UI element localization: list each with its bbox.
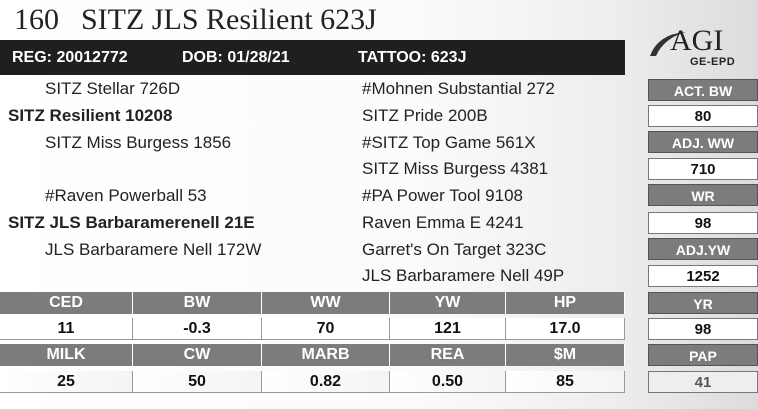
adj-ww-label: ADJ. WW bbox=[648, 131, 758, 153]
epd-value-yw: 121 bbox=[390, 318, 506, 340]
logo-swoosh-icon bbox=[650, 32, 686, 56]
sire-sire: SITZ Stellar 726D bbox=[45, 79, 181, 98]
epd-label-rea: REA bbox=[390, 344, 506, 366]
sire: SITZ Resilient 10208 bbox=[8, 106, 173, 125]
birth-date: DOB: 01/28/21 bbox=[182, 49, 290, 66]
epd-label-ced: CED bbox=[0, 292, 133, 314]
act-bw-value: 80 bbox=[648, 105, 758, 127]
epd-value-rea: 0.50 bbox=[390, 371, 506, 393]
epd-value-row-1: 11 -0.3 70 121 17.0 bbox=[0, 318, 625, 340]
logo-subtext: GE-EPD bbox=[690, 56, 736, 68]
adj-yw-label: ADJ.YW bbox=[648, 238, 758, 260]
epd-label-m: $M bbox=[506, 344, 625, 366]
registration-bar: REG: 20012772 DOB: 01/28/21 TATTOO: 623J bbox=[0, 40, 625, 75]
adj-yw-value: 1252 bbox=[648, 265, 758, 287]
dam-dam: JLS Barbaramere Nell 172W bbox=[45, 240, 262, 259]
epd-value-row-2: 25 50 0.82 0.50 85 bbox=[0, 371, 625, 393]
epd-label-yw: YW bbox=[390, 292, 506, 314]
epd-value-m: 85 bbox=[506, 371, 625, 393]
epd-label-ww: WW bbox=[262, 292, 390, 314]
epd-label-hp: HP bbox=[506, 292, 625, 314]
yr-label: YR bbox=[648, 292, 758, 314]
lot-title: 160 SITZ JLS Resilient 623J bbox=[14, 0, 377, 40]
dam: SITZ JLS Barbaramerenell 21E bbox=[8, 213, 255, 232]
sire-dam-dam: SITZ Miss Burgess 4381 bbox=[362, 159, 549, 178]
animal-name: SITZ JLS Resilient 623J bbox=[81, 3, 377, 36]
reg-number: REG: 20012772 bbox=[12, 49, 128, 66]
epd-value-marb: 0.82 bbox=[262, 371, 390, 393]
dam-sire-dam: Raven Emma E 4241 bbox=[362, 213, 524, 232]
dam-dam-dam: JLS Barbaramere Nell 49P bbox=[362, 266, 565, 285]
agi-logo: AGI GE-EPD bbox=[648, 24, 758, 72]
lot-number: 160 bbox=[14, 3, 59, 36]
epd-value-milk: 25 bbox=[0, 371, 133, 393]
epd-value-cw: 50 bbox=[133, 371, 262, 393]
pap-label: PAP bbox=[648, 344, 758, 366]
adj-ww-value: 710 bbox=[648, 158, 758, 180]
dam-dam-sire: Garret's On Target 323C bbox=[362, 240, 547, 259]
sire-dam-sire: #SITZ Top Game 561X bbox=[362, 133, 536, 152]
sire-sire-sire: #Mohnen Substantial 272 bbox=[362, 79, 555, 98]
sire-sire-dam: SITZ Pride 200B bbox=[362, 106, 488, 125]
epd-value-hp: 17.0 bbox=[506, 318, 625, 340]
epd-value-bw: -0.3 bbox=[133, 318, 262, 340]
pap-value: 41 bbox=[648, 371, 758, 393]
yr-value: 98 bbox=[648, 318, 758, 340]
epd-value-ww: 70 bbox=[262, 318, 390, 340]
epd-header-row-2: MILK CW MARB REA $M bbox=[0, 344, 625, 366]
epd-label-milk: MILK bbox=[0, 344, 133, 366]
epd-value-ced: 11 bbox=[0, 318, 133, 340]
logo-text: AGI bbox=[670, 24, 724, 57]
sire-dam: SITZ Miss Burgess 1856 bbox=[45, 133, 232, 152]
tattoo: TATTOO: 623J bbox=[358, 49, 467, 66]
epd-label-cw: CW bbox=[133, 344, 262, 366]
dam-sire: #Raven Powerball 53 bbox=[45, 186, 207, 205]
epd-label-bw: BW bbox=[133, 292, 262, 314]
wr-value: 98 bbox=[648, 212, 758, 234]
wr-label: WR bbox=[648, 184, 758, 206]
dam-sire-sire: #PA Power Tool 9108 bbox=[362, 186, 523, 205]
epd-header-row-1: CED BW WW YW HP bbox=[0, 292, 625, 314]
act-bw-label: ACT. BW bbox=[648, 79, 758, 101]
epd-label-marb: MARB bbox=[262, 344, 390, 366]
